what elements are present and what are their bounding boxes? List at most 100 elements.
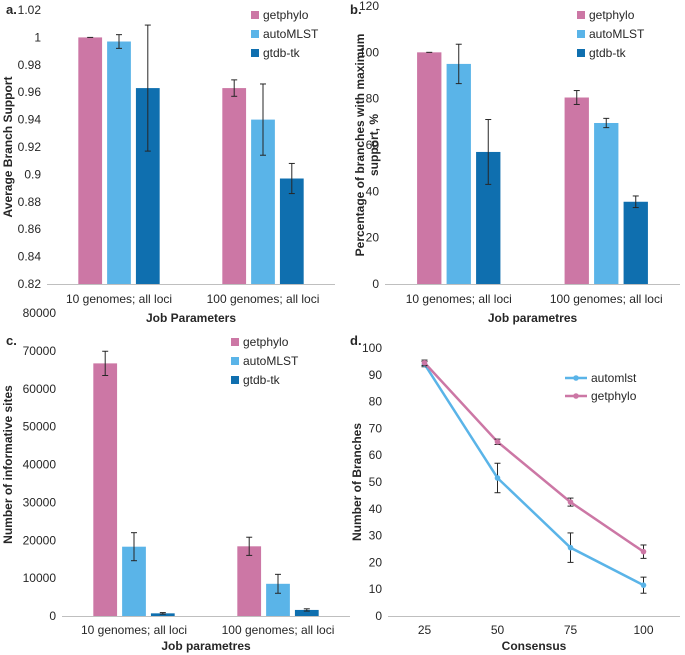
category-label: 10 genomes; all loci <box>81 623 187 637</box>
category-label: 100 genomes; all loci <box>550 292 663 306</box>
legend-swatch-gtdb-tk <box>577 49 585 57</box>
x-axis-title: Job parametres <box>161 639 251 653</box>
y-tick-label: 20 <box>369 555 383 569</box>
legend-label: getphylo <box>589 8 635 22</box>
y-tick-label: 70000 <box>23 344 57 358</box>
bar-getphylo <box>222 88 247 284</box>
bar-gtdb-tk <box>150 613 175 616</box>
bar-getphylo <box>93 363 118 616</box>
bar-autoMLST <box>446 63 471 284</box>
data-point-automlst <box>567 544 574 551</box>
y-tick-label: 80 <box>369 395 383 409</box>
y-tick-label: 0.92 <box>18 140 42 154</box>
legend-swatch-getphylo <box>231 338 239 346</box>
y-axis-title: Number of informative sites <box>1 385 15 544</box>
y-tick-label: 30 <box>369 529 383 543</box>
series-line-automlst <box>423 363 645 587</box>
legend-label: autoMLST <box>243 354 299 368</box>
y-tick-label: 60 <box>366 138 380 152</box>
legend-label: gtdb-tk <box>589 46 627 60</box>
panel-label: b. <box>350 2 362 17</box>
legend-swatch-gtdb-tk <box>231 376 239 384</box>
y-tick-label: 0.98 <box>18 58 42 72</box>
bar-getphylo <box>237 546 262 616</box>
panel-label: d. <box>350 333 362 348</box>
y-tick-label: 10 <box>369 582 383 596</box>
data-point-getphylo <box>421 359 428 366</box>
legend-marker-getphylo <box>573 393 579 399</box>
y-tick-label: 80 <box>366 92 380 106</box>
y-tick-label: 40 <box>366 184 380 198</box>
legend-label: autoMLST <box>589 27 645 41</box>
legend-label: getphylo <box>263 8 309 22</box>
data-point-getphylo <box>567 499 574 505</box>
legend-label: getphylo <box>243 335 289 349</box>
y-tick-label: 0.94 <box>18 113 42 127</box>
x-axis-title: Job Parameters <box>146 311 236 325</box>
y-tick-label: 40 <box>369 502 383 516</box>
x-tick-label: 75 <box>564 623 578 637</box>
x-axis-title: Consensus <box>502 639 567 653</box>
category-label: 100 genomes; all loci <box>222 623 335 637</box>
y-tick-label: 0.84 <box>18 250 42 264</box>
category-label: 10 genomes; all loci <box>66 292 172 306</box>
legend-swatch-autoMLST <box>577 30 585 38</box>
data-point-getphylo <box>494 439 501 445</box>
legend-swatch-autoMLST <box>251 30 259 38</box>
y-tick-label: 80000 <box>23 306 57 320</box>
y-tick-label: 60000 <box>23 382 57 396</box>
bar-autoMLST <box>266 583 290 616</box>
y-axis-title: Percentage of branches with maximumsuppo… <box>353 34 381 257</box>
panel-label: c. <box>6 333 17 348</box>
y-tick-label: 0 <box>49 609 56 623</box>
y-tick-label: 20 <box>366 231 380 245</box>
legend-label: getphylo <box>591 389 637 403</box>
y-tick-label: 60 <box>369 448 383 462</box>
legend-label: gtdb-tk <box>263 46 301 60</box>
y-tick-label: 1 <box>34 30 41 44</box>
legend-swatch-gtdb-tk <box>251 49 259 57</box>
y-axis-title-line: support, % <box>367 114 381 176</box>
y-tick-label: 0.88 <box>18 195 42 209</box>
category-label: 10 genomes; all loci <box>406 292 512 306</box>
category-label: 100 genomes; all loci <box>207 292 320 306</box>
bar-autoMLST <box>122 546 146 616</box>
legend-swatch-getphylo <box>251 11 259 19</box>
legend-swatch-getphylo <box>577 11 585 19</box>
bar-gtdb-tk <box>279 178 304 284</box>
x-tick-label: 25 <box>418 623 432 637</box>
legend-label: automlst <box>591 371 637 385</box>
y-axis-title: Average Branch Support <box>1 77 15 218</box>
bar-autoMLST <box>594 122 619 284</box>
bar-autoMLST <box>107 41 131 285</box>
bar-getphylo <box>417 52 442 285</box>
y-tick-label: 100 <box>362 341 382 355</box>
y-tick-label: 0 <box>372 277 379 291</box>
y-tick-label: 120 <box>359 0 379 13</box>
y-tick-label: 90 <box>369 368 383 382</box>
y-tick-label: 100 <box>359 45 379 59</box>
y-tick-label: 0.96 <box>18 85 42 99</box>
y-tick-label: 40000 <box>23 458 57 472</box>
data-point-getphylo <box>640 548 647 555</box>
y-tick-label: 10000 <box>23 571 57 585</box>
bar-gtdb-tk <box>135 88 160 284</box>
y-tick-label: 50 <box>369 475 383 489</box>
y-tick-label: 50000 <box>23 420 57 434</box>
bar-gtdb-tk <box>294 609 319 616</box>
legend-swatch-autoMLST <box>231 357 239 365</box>
data-point-automlst <box>640 582 647 588</box>
y-tick-label: 1.02 <box>18 3 42 17</box>
y-tick-label: 20000 <box>23 533 57 547</box>
y-tick-label: 0.82 <box>18 277 42 291</box>
legend-label: autoMLST <box>263 27 319 41</box>
bar-autoMLST <box>251 119 275 284</box>
y-tick-label: 0.9 <box>24 167 41 181</box>
panel-label: a. <box>6 2 17 17</box>
x-tick-label: 100 <box>633 623 653 637</box>
bar-gtdb-tk <box>623 201 648 284</box>
data-point-automlst <box>494 475 501 481</box>
x-tick-label: 50 <box>491 623 505 637</box>
legend-label: gtdb-tk <box>243 373 281 387</box>
